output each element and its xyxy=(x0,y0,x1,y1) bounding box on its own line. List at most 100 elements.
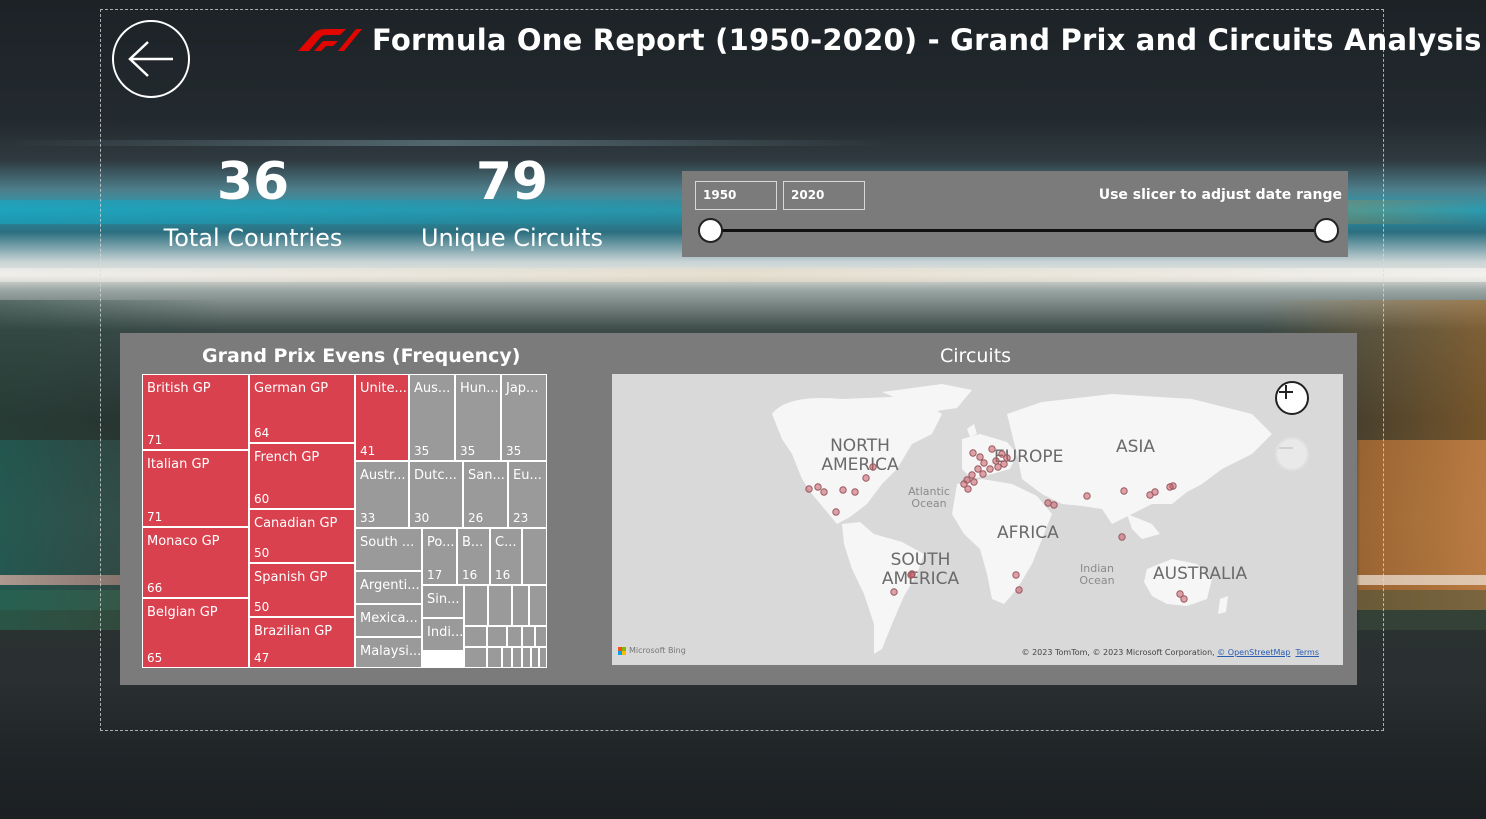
zoom-in-button[interactable] xyxy=(1275,381,1309,415)
circuit-marker[interactable] xyxy=(986,465,994,473)
treemap-cell-small[interactable] xyxy=(487,647,502,668)
treemap-cell[interactable]: Aus... 35 xyxy=(409,374,455,461)
treemap-cell-label: Italian GP xyxy=(147,457,210,472)
circuit-marker[interactable] xyxy=(1176,590,1184,598)
circuit-marker[interactable] xyxy=(1180,595,1188,603)
treemap-cell-label: Malaysi... xyxy=(360,644,422,659)
map-label-australia: AUSTRALIA xyxy=(1153,564,1248,584)
treemap-cell-value: 26 xyxy=(468,511,484,525)
circuit-marker[interactable] xyxy=(1015,586,1023,594)
treemap-cell[interactable]: German GP 64 xyxy=(249,374,355,443)
circuit-marker[interactable] xyxy=(968,471,976,479)
treemap-cell[interactable]: British GP 71 xyxy=(142,374,249,450)
treemap-cell[interactable]: B... 16 xyxy=(457,528,490,585)
zoom-out-button[interactable] xyxy=(1275,437,1309,471)
circuit-marker[interactable] xyxy=(814,483,822,491)
treemap-cell-small[interactable] xyxy=(464,585,488,626)
treemap-cell-small[interactable] xyxy=(512,647,522,668)
treemap-cell[interactable]: Mexica... xyxy=(355,604,422,637)
slider-end-handle[interactable] xyxy=(1314,218,1339,243)
treemap-cell[interactable]: Dutc... 30 xyxy=(409,461,463,528)
treemap-cell[interactable]: Canadian GP 50 xyxy=(249,509,355,563)
treemap-cell-label: Mexica... xyxy=(360,611,418,626)
treemap-cell[interactable]: French GP 60 xyxy=(249,443,355,509)
treemap-cell[interactable]: Spanish GP 50 xyxy=(249,563,355,617)
circuits-map[interactable]: NORTH AMERICA EUROPE ASIA AFRICA SOUTH A… xyxy=(612,374,1343,665)
circuit-marker[interactable] xyxy=(851,488,859,496)
circuit-marker[interactable] xyxy=(869,463,877,471)
circuit-marker[interactable] xyxy=(1120,487,1128,495)
treemap-cell[interactable]: Jap... 35 xyxy=(501,374,547,461)
treemap-cell-label: Spanish GP xyxy=(254,570,328,585)
treemap-cell-small[interactable] xyxy=(502,647,512,668)
treemap-cell[interactable]: Unite... 41 xyxy=(355,374,409,461)
treemap-cell[interactable]: South ... xyxy=(355,528,422,571)
treemap-cell-small[interactable] xyxy=(464,647,487,668)
circuit-marker[interactable] xyxy=(988,445,996,453)
circuit-marker[interactable] xyxy=(1050,501,1058,509)
treemap-cell-small[interactable] xyxy=(531,647,539,668)
treemap-cell-small[interactable] xyxy=(507,626,522,647)
back-button[interactable] xyxy=(112,20,190,98)
treemap-cell[interactable]: Eu... 23 xyxy=(508,461,547,528)
treemap-cell-label: German GP xyxy=(254,381,329,396)
start-date-input[interactable]: 1950 xyxy=(695,181,777,210)
treemap-cell-small[interactable] xyxy=(535,626,547,647)
end-date-input[interactable]: 2020 xyxy=(783,181,865,210)
treemap-cell[interactable]: Monaco GP 66 xyxy=(142,527,249,598)
circuit-marker[interactable] xyxy=(960,480,968,488)
treemap-cell-small[interactable] xyxy=(539,647,547,668)
treemap-cell[interactable]: Sin... xyxy=(422,585,464,618)
circuit-marker[interactable] xyxy=(1166,483,1174,491)
treemap-cell-small[interactable] xyxy=(522,626,535,647)
circuit-marker[interactable] xyxy=(998,450,1006,458)
slider-start-handle[interactable] xyxy=(698,218,723,243)
treemap-cell-small[interactable] xyxy=(464,626,487,647)
treemap-cell[interactable]: Po... 17 xyxy=(422,528,457,585)
circuit-marker[interactable] xyxy=(820,488,828,496)
circuit-marker[interactable] xyxy=(1012,571,1020,579)
circuit-marker[interactable] xyxy=(1000,460,1008,468)
circuit-marker[interactable] xyxy=(1083,492,1091,500)
treemap-cell-small[interactable] xyxy=(488,585,512,626)
slider-track[interactable] xyxy=(710,229,1326,232)
circuit-marker[interactable] xyxy=(1003,454,1011,462)
circuit-marker[interactable] xyxy=(979,470,987,478)
circuit-marker[interactable] xyxy=(839,486,847,494)
circuit-marker[interactable] xyxy=(1044,499,1052,507)
circuit-marker[interactable] xyxy=(907,571,915,579)
circuit-marker[interactable] xyxy=(994,463,1002,471)
treemap-cell[interactable]: Austr... 33 xyxy=(355,461,409,528)
treemap-cell-small[interactable] xyxy=(529,585,547,626)
treemap-cell-small[interactable] xyxy=(522,528,547,585)
circuit-marker[interactable] xyxy=(1146,491,1154,499)
treemap-cell[interactable]: Indi... xyxy=(422,618,464,651)
treemap-cell[interactable]: Malaysi... xyxy=(355,637,422,668)
treemap-cell-value: 64 xyxy=(254,426,270,440)
circuit-marker[interactable] xyxy=(1118,533,1126,541)
circuit-marker[interactable] xyxy=(970,478,978,486)
circuit-marker[interactable] xyxy=(832,508,840,516)
circuit-marker[interactable] xyxy=(890,588,898,596)
circuit-marker[interactable] xyxy=(976,453,984,461)
treemap-cell[interactable]: Brazilian GP 47 xyxy=(249,617,355,668)
circuit-marker[interactable] xyxy=(862,474,870,482)
circuit-marker[interactable] xyxy=(980,459,988,467)
circuit-marker[interactable] xyxy=(992,457,1000,465)
kpi-countries-value: 36 xyxy=(216,152,290,212)
circuit-marker[interactable] xyxy=(974,465,982,473)
circuit-marker[interactable] xyxy=(805,485,813,493)
treemap-cell[interactable]: Argenti... xyxy=(355,571,422,604)
circuit-marker[interactable] xyxy=(964,485,972,493)
treemap-cell-small[interactable] xyxy=(522,647,531,668)
treemap-cell[interactable]: C... 16 xyxy=(490,528,522,585)
terms-link[interactable]: Terms xyxy=(1295,648,1319,657)
circuit-marker[interactable] xyxy=(969,449,977,457)
treemap-cell[interactable]: Hun... 35 xyxy=(455,374,501,461)
treemap-cell-small[interactable] xyxy=(512,585,529,626)
openstreetmap-link[interactable]: © OpenStreetMap xyxy=(1217,648,1291,657)
treemap-cell[interactable]: Italian GP 71 xyxy=(142,450,249,527)
treemap-cell-small[interactable] xyxy=(487,626,507,647)
treemap-cell[interactable]: Belgian GP 65 xyxy=(142,598,249,668)
treemap-cell[interactable]: San... 26 xyxy=(463,461,508,528)
